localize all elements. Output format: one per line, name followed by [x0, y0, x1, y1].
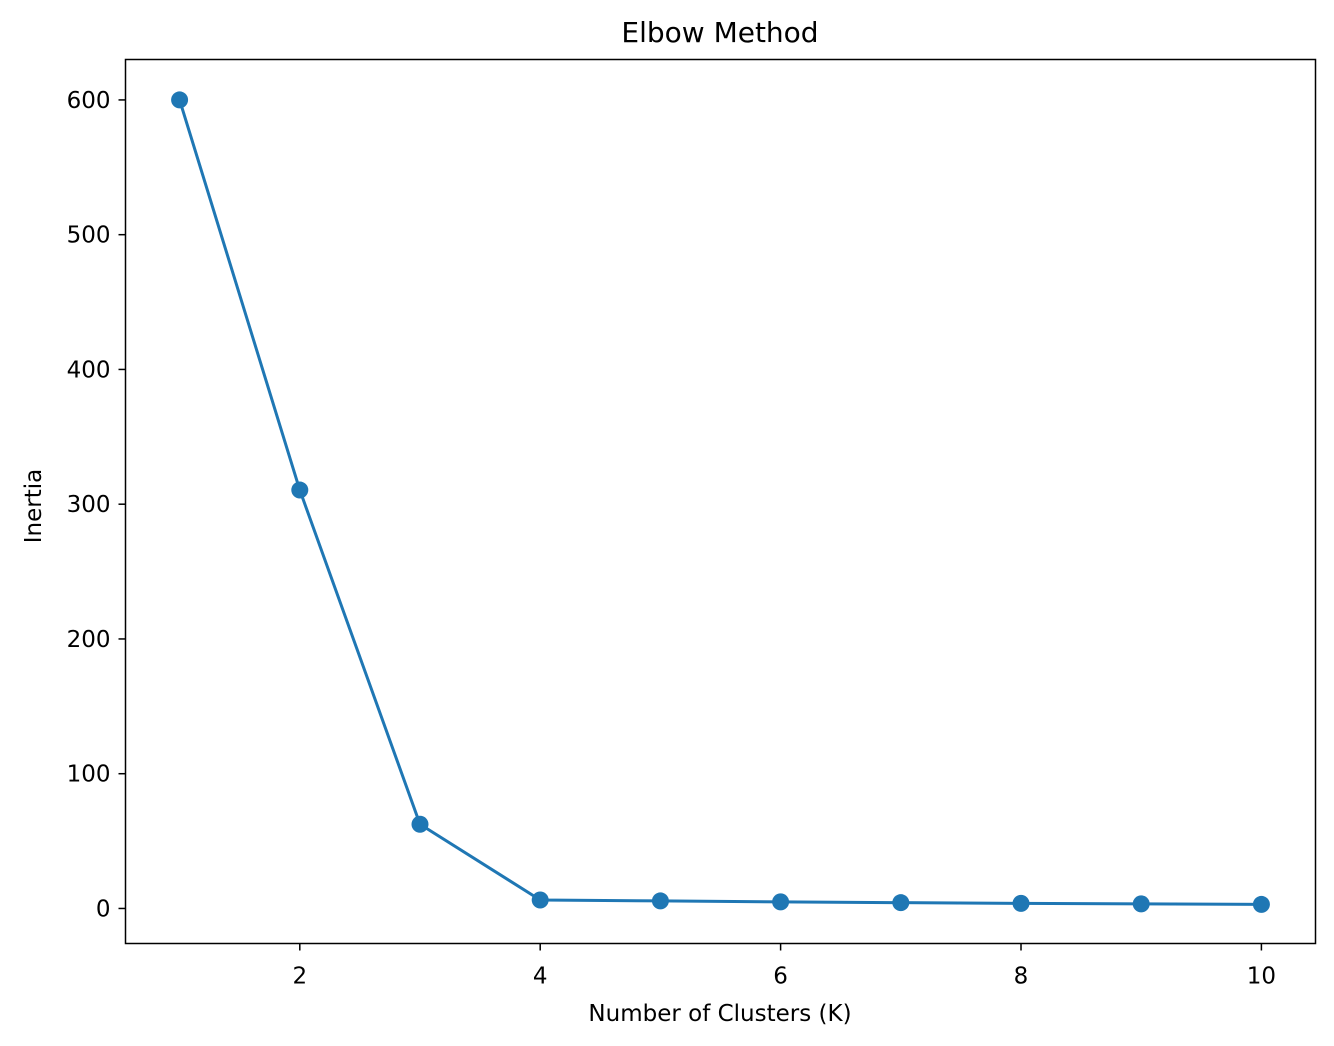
- x-tick-label: 6: [773, 964, 788, 990]
- data-point: [171, 91, 189, 109]
- data-point: [1132, 895, 1150, 913]
- y-tick-label: 500: [67, 223, 111, 249]
- data-point: [291, 481, 309, 499]
- data-point: [531, 891, 549, 909]
- x-tick-label: 4: [533, 964, 548, 990]
- series-layer: [171, 91, 1270, 913]
- data-point: [411, 815, 429, 833]
- data-point: [651, 892, 669, 910]
- data-point: [772, 893, 790, 911]
- x-axis-label: Number of Clusters (K): [588, 1001, 851, 1027]
- data-point: [1252, 895, 1270, 913]
- chart-title: Elbow Method: [621, 16, 818, 49]
- data-point: [1012, 894, 1030, 912]
- x-tick-label: 8: [1014, 964, 1029, 990]
- y-tick-label: 100: [67, 762, 111, 788]
- data-point: [892, 894, 910, 912]
- y-axis-label: Inertia: [21, 469, 47, 543]
- x-tick-label: 2: [292, 964, 307, 990]
- plot-frame: [124, 58, 1317, 945]
- series-line: [178, 99, 1262, 906]
- x-tick-label: 10: [1247, 964, 1276, 990]
- y-tick-label: 200: [67, 627, 111, 653]
- y-tick-label: 400: [67, 357, 111, 383]
- y-tick-label: 600: [67, 88, 111, 114]
- y-tick-label: 0: [96, 896, 111, 922]
- y-tick-label: 300: [67, 492, 111, 518]
